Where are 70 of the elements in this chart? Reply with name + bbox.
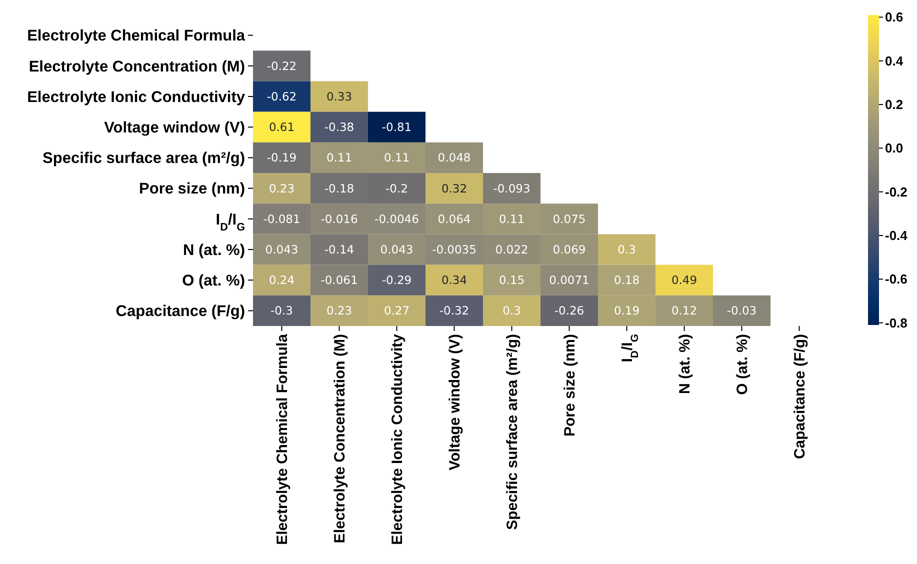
y-tick-label: Pore size (nm): [139, 180, 245, 198]
data-label: 0.19: [614, 304, 640, 318]
data-label: 0.23: [326, 304, 352, 318]
data-label: 0.24: [268, 273, 295, 288]
data-label: -0.3: [270, 304, 293, 318]
data-label: 0.043: [380, 242, 414, 257]
y-tick-label: Electrolyte Chemical Formula: [27, 28, 246, 45]
data-label: -0.061: [320, 273, 358, 288]
color-bar-label: -0.6: [885, 272, 908, 287]
color-bar-label: -0.4: [885, 228, 908, 244]
y-tick-label: Electrolyte Ionic Conductivity: [27, 88, 246, 106]
data-label: -0.0035: [432, 242, 476, 257]
data-label: -0.18: [324, 181, 354, 196]
data-label: 0.3: [618, 242, 636, 257]
color-bar-label: 0.4: [885, 53, 904, 68]
data-label: 0.11: [384, 150, 410, 165]
data-label: -0.016: [320, 212, 358, 226]
data-label: -0.03: [726, 304, 757, 318]
x-tick-label: Capacitance (F/g): [792, 334, 808, 460]
data-label: 0.0071: [549, 273, 590, 288]
data-label: -0.38: [324, 120, 354, 134]
data-label: -0.2: [386, 181, 408, 196]
color-bar-label: 0.6: [885, 10, 904, 25]
data-label: -0.19: [266, 150, 297, 165]
data-label: 0.61: [268, 120, 295, 134]
data-label: -0.0046: [374, 212, 419, 226]
data-label: -0.32: [439, 304, 470, 318]
x-tick-label: Pore size (nm): [562, 334, 578, 437]
y-tick-label: Electrolyte Concentration (M): [28, 58, 245, 76]
data-label: -0.26: [554, 304, 584, 318]
x-tick-label: Specific surface area (m²/g): [504, 334, 521, 530]
data-label: 0.3: [502, 304, 521, 318]
data-label: -0.081: [263, 212, 300, 226]
data-label: 0.32: [441, 181, 468, 196]
y-tick-label: N (at. %): [183, 242, 245, 259]
data-label: -0.81: [382, 120, 412, 134]
x-tick-label: O (at. %): [734, 334, 751, 395]
y-tick-label: O (at. %): [182, 272, 245, 290]
x-tick-label: Voltage window (V): [446, 334, 464, 470]
data-label: 0.33: [326, 90, 352, 104]
data-label: 0.27: [384, 304, 410, 318]
data-label: -0.22: [266, 58, 297, 73]
color-bar-label: 0.0: [885, 140, 904, 156]
y-tick-label: I$_{D}$/I$_{G}$: [216, 211, 245, 234]
data-label: 0.11: [498, 212, 525, 226]
x-tick-label: N (at. %): [676, 334, 694, 394]
data-label: 0.49: [671, 273, 698, 288]
y-tick-label: Voltage window (V): [104, 120, 245, 137]
data-label: 0.048: [438, 150, 471, 165]
data-label: 0.022: [495, 242, 528, 257]
data-label: -0.62: [266, 90, 297, 104]
data-label: 0.043: [265, 242, 298, 257]
color-bar-label: -0.2: [885, 184, 908, 200]
data-label: 0.11: [326, 150, 352, 165]
data-label: 0.12: [671, 304, 698, 318]
data-label: -0.29: [382, 273, 412, 288]
color-bar-label: -0.8: [885, 315, 908, 330]
data-label: 0.18: [614, 273, 640, 288]
color-bar-label: 0.2: [885, 97, 904, 112]
data-label: 0.075: [552, 212, 586, 226]
y-tick-label: Specific surface area (m²/g): [42, 150, 245, 168]
data-label: -0.14: [324, 242, 354, 257]
data-label: 0.15: [498, 273, 525, 288]
data-label: 0.069: [552, 242, 586, 257]
data-label: 0.23: [268, 181, 295, 196]
data-label: 0.064: [438, 212, 471, 226]
data-label: 0.34: [441, 273, 468, 288]
data-label: -0.093: [493, 181, 530, 196]
y-tick-label: Capacitance (F/g): [116, 303, 245, 320]
x-tick-label: Electrolyte Ionic Conductivity: [389, 333, 406, 545]
